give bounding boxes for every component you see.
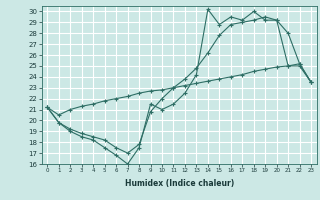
X-axis label: Humidex (Indice chaleur): Humidex (Indice chaleur) [124,179,234,188]
